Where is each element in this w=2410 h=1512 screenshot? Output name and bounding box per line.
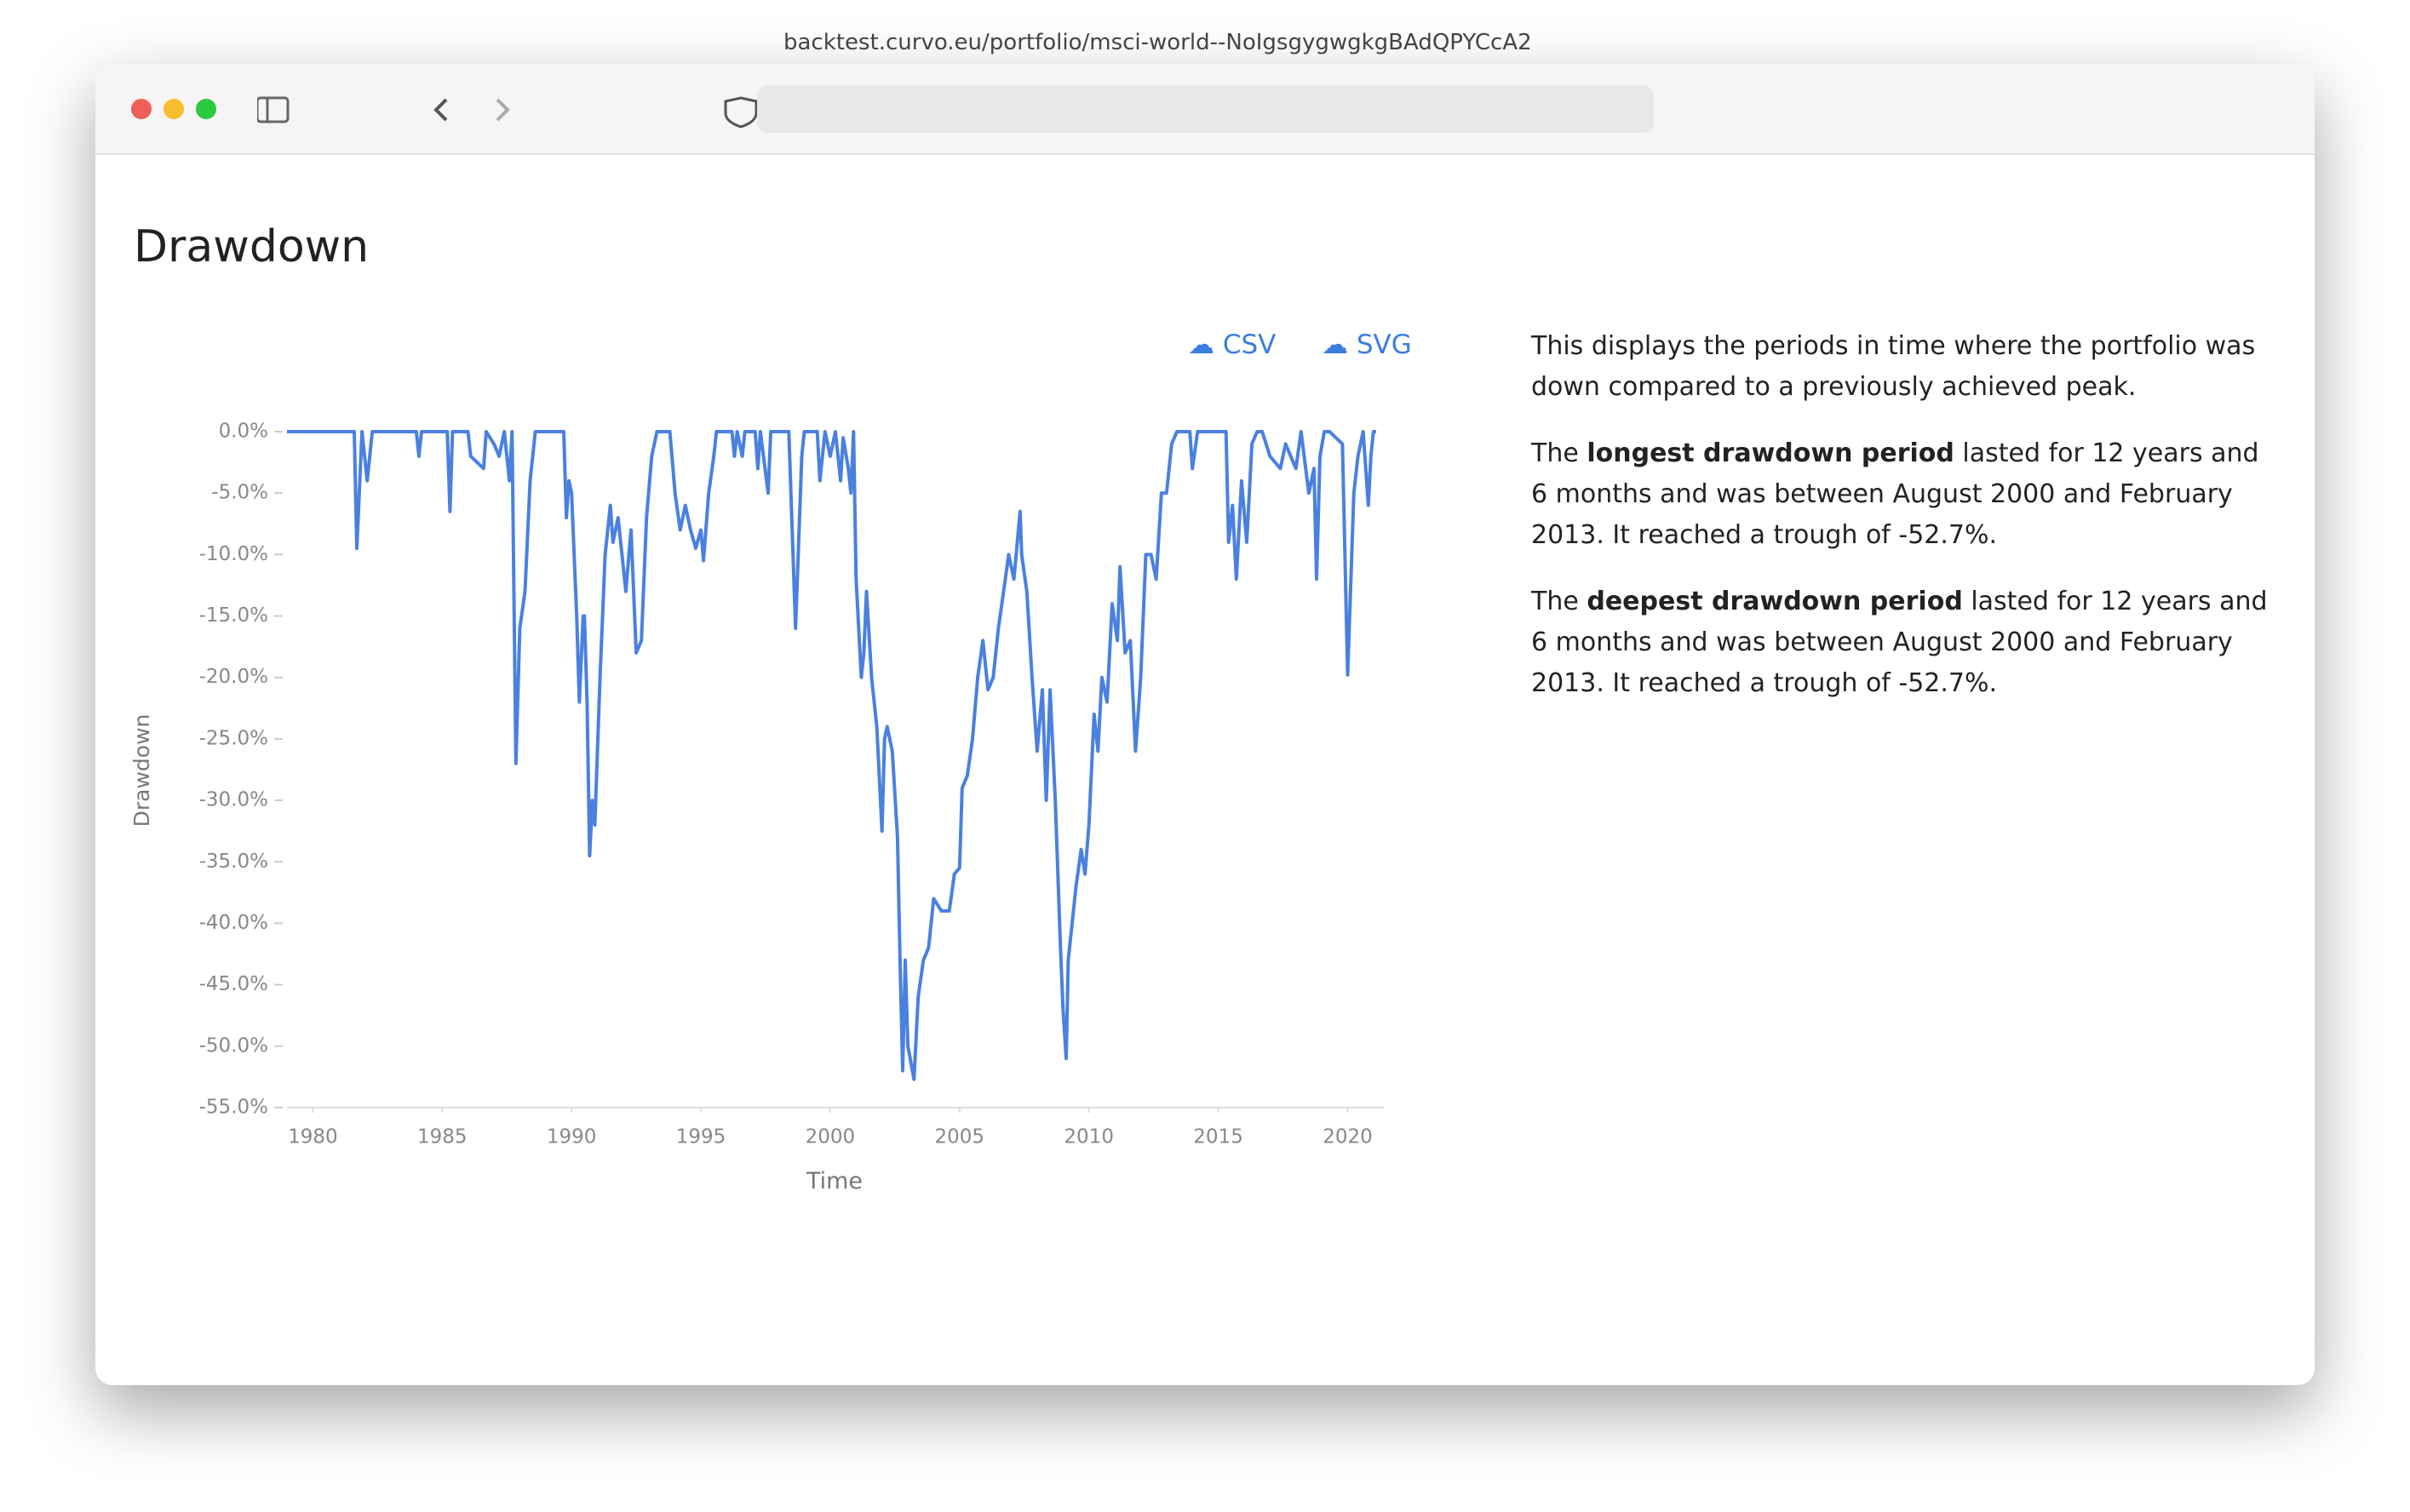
x-tick-label: 2000 [806, 1126, 856, 1148]
description: This displays the periods in time where … [1531, 326, 2281, 730]
x-tick-label: 1990 [547, 1126, 597, 1148]
paragraph: The deepest drawdown period lasted for 1… [1531, 581, 2281, 704]
y-tick-label: -10.0% [199, 543, 268, 565]
url-text[interactable]: backtest.curvo.eu/portfolio/msci-world--… [783, 30, 1532, 55]
minimize-button[interactable] [164, 99, 184, 119]
y-tick-label: -45.0% [199, 973, 268, 995]
toolbar [95, 64, 2315, 155]
sidebar-icon[interactable] [257, 96, 290, 123]
zoom-button[interactable] [196, 99, 216, 119]
page-title: Drawdown [134, 221, 370, 272]
y-tick-label: -35.0% [199, 850, 268, 873]
y-tick-label: -55.0% [199, 1097, 268, 1119]
close-button[interactable] [131, 99, 152, 119]
x-tick-label: 1995 [676, 1126, 726, 1148]
browser-window: Drawdown ☁ CSV ☁ SVG This displays the p… [95, 64, 2315, 1385]
bold-text: deepest drawdown period [1587, 587, 1963, 616]
text: The [1531, 587, 1587, 616]
y-tick-label: 0.0% [219, 421, 268, 443]
text: The [1531, 438, 1587, 468]
y-tick-label: -30.0% [199, 789, 268, 811]
y-tick-label: -15.0% [199, 604, 268, 627]
y-tick-label: -50.0% [199, 1034, 268, 1057]
x-tick-label: 1985 [417, 1126, 468, 1148]
shield-icon[interactable] [724, 96, 758, 129]
y-tick-label: -20.0% [199, 666, 268, 688]
text: lasted for 12 years and 6 months and was… [1531, 438, 2259, 550]
svg-download[interactable]: ☁ SVG [1322, 329, 1412, 360]
forward-button[interactable] [496, 98, 510, 122]
x-tick-label: 2020 [1323, 1126, 1373, 1148]
text: This displays the periods in time where … [1531, 331, 2256, 402]
y-tick-label: -25.0% [199, 727, 268, 749]
x-tick-label: 2015 [1193, 1126, 1243, 1148]
drawdown-line [287, 430, 1376, 1081]
csv-download[interactable]: ☁ CSV [1188, 329, 1277, 360]
text: lasted for 12 years and 6 months and was… [1531, 587, 2268, 698]
paragraph: This displays the periods in time where … [1531, 326, 2281, 408]
bold-text: longest drawdown period [1587, 438, 1954, 468]
x-tick-label: 2005 [935, 1126, 985, 1148]
back-button[interactable] [433, 98, 448, 122]
x-tick-label: 2010 [1064, 1126, 1114, 1148]
svg-label[interactable]: SVG [1356, 329, 1412, 360]
paragraph: The longest drawdown period lasted for 1… [1531, 433, 2281, 556]
y-axis-label: Drawdown [129, 714, 154, 828]
y-tick-label: -40.0% [199, 912, 268, 934]
x-tick-label: 1980 [288, 1126, 338, 1148]
y-tick-label: -5.0% [211, 482, 268, 504]
address-bar[interactable] [757, 85, 1654, 133]
x-axis-label: Time [806, 1168, 863, 1194]
csv-label[interactable]: CSV [1222, 329, 1277, 360]
